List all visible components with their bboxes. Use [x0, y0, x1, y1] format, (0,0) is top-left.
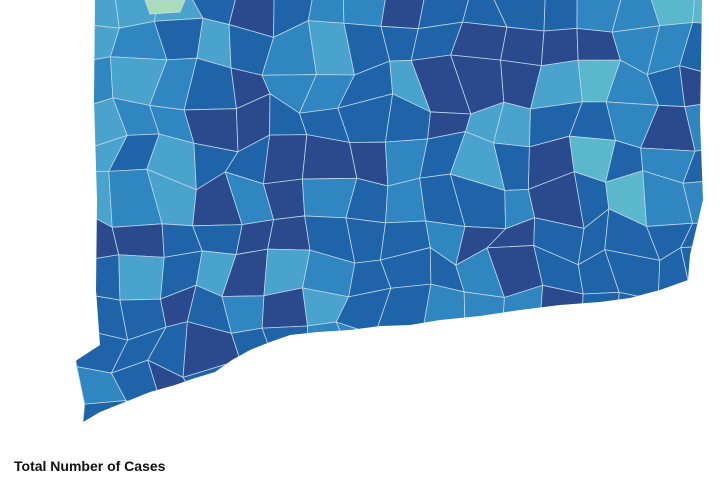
town [529, 341, 582, 379]
town [225, 437, 277, 445]
town [262, 134, 308, 185]
town [692, 0, 703, 26]
town [610, 364, 656, 415]
town [82, 254, 121, 301]
town [299, 435, 349, 445]
town [198, 442, 231, 445]
town [81, 400, 127, 439]
town [573, 365, 613, 406]
town [152, 449, 202, 450]
town [543, 0, 578, 32]
town [644, 324, 697, 379]
town [715, 75, 720, 102]
town [656, 299, 694, 338]
town [527, 438, 583, 445]
town [613, 448, 655, 450]
town [259, 397, 302, 439]
town [680, 244, 703, 304]
town [677, 286, 703, 338]
town [374, 414, 431, 445]
town [449, 362, 505, 410]
town [572, 401, 615, 445]
town-layer [68, 0, 720, 450]
town [715, 25, 720, 76]
town [682, 179, 703, 225]
town [616, 291, 659, 335]
town [679, 65, 703, 108]
town [374, 444, 428, 445]
town [69, 170, 113, 229]
choropleth-map [68, 0, 720, 450]
town [305, 321, 354, 380]
town [261, 325, 308, 380]
town [644, 373, 697, 415]
town [386, 363, 431, 417]
town [420, 331, 466, 369]
town [572, 438, 615, 445]
town [419, 444, 464, 445]
town [686, 437, 703, 445]
town [679, 22, 703, 76]
town [579, 333, 618, 367]
town [527, 404, 575, 440]
town [228, 401, 269, 444]
town [677, 330, 703, 379]
town [118, 254, 165, 301]
town [579, 291, 620, 343]
town [492, 405, 538, 443]
town [151, 406, 203, 445]
town [385, 177, 427, 224]
town [610, 324, 658, 379]
town [654, 402, 689, 445]
town [538, 284, 584, 343]
town [299, 396, 349, 444]
town [540, 27, 579, 67]
town [682, 145, 703, 184]
town [111, 223, 165, 258]
town [108, 437, 165, 445]
town [347, 358, 396, 417]
town [424, 362, 454, 416]
town [492, 439, 542, 445]
map-caption: Total Number of Cases [14, 458, 166, 474]
town [496, 375, 538, 415]
town [374, 334, 426, 369]
town [683, 402, 703, 445]
town [500, 26, 545, 67]
town [335, 321, 396, 365]
town [200, 406, 240, 445]
town [267, 435, 316, 445]
town [684, 99, 703, 152]
town [449, 329, 505, 377]
town [144, 0, 186, 15]
town [450, 441, 503, 445]
town [463, 291, 505, 333]
town [81, 437, 113, 445]
town [530, 365, 582, 415]
town [345, 442, 381, 445]
town [300, 358, 353, 416]
town [450, 405, 498, 445]
town [259, 365, 307, 403]
town [611, 401, 657, 445]
town [111, 400, 165, 445]
town [238, 359, 277, 416]
town [267, 215, 311, 251]
town [501, 328, 539, 379]
town [345, 414, 388, 445]
town [419, 408, 454, 445]
town [682, 373, 703, 410]
town [68, 0, 120, 29]
town [307, 0, 345, 24]
